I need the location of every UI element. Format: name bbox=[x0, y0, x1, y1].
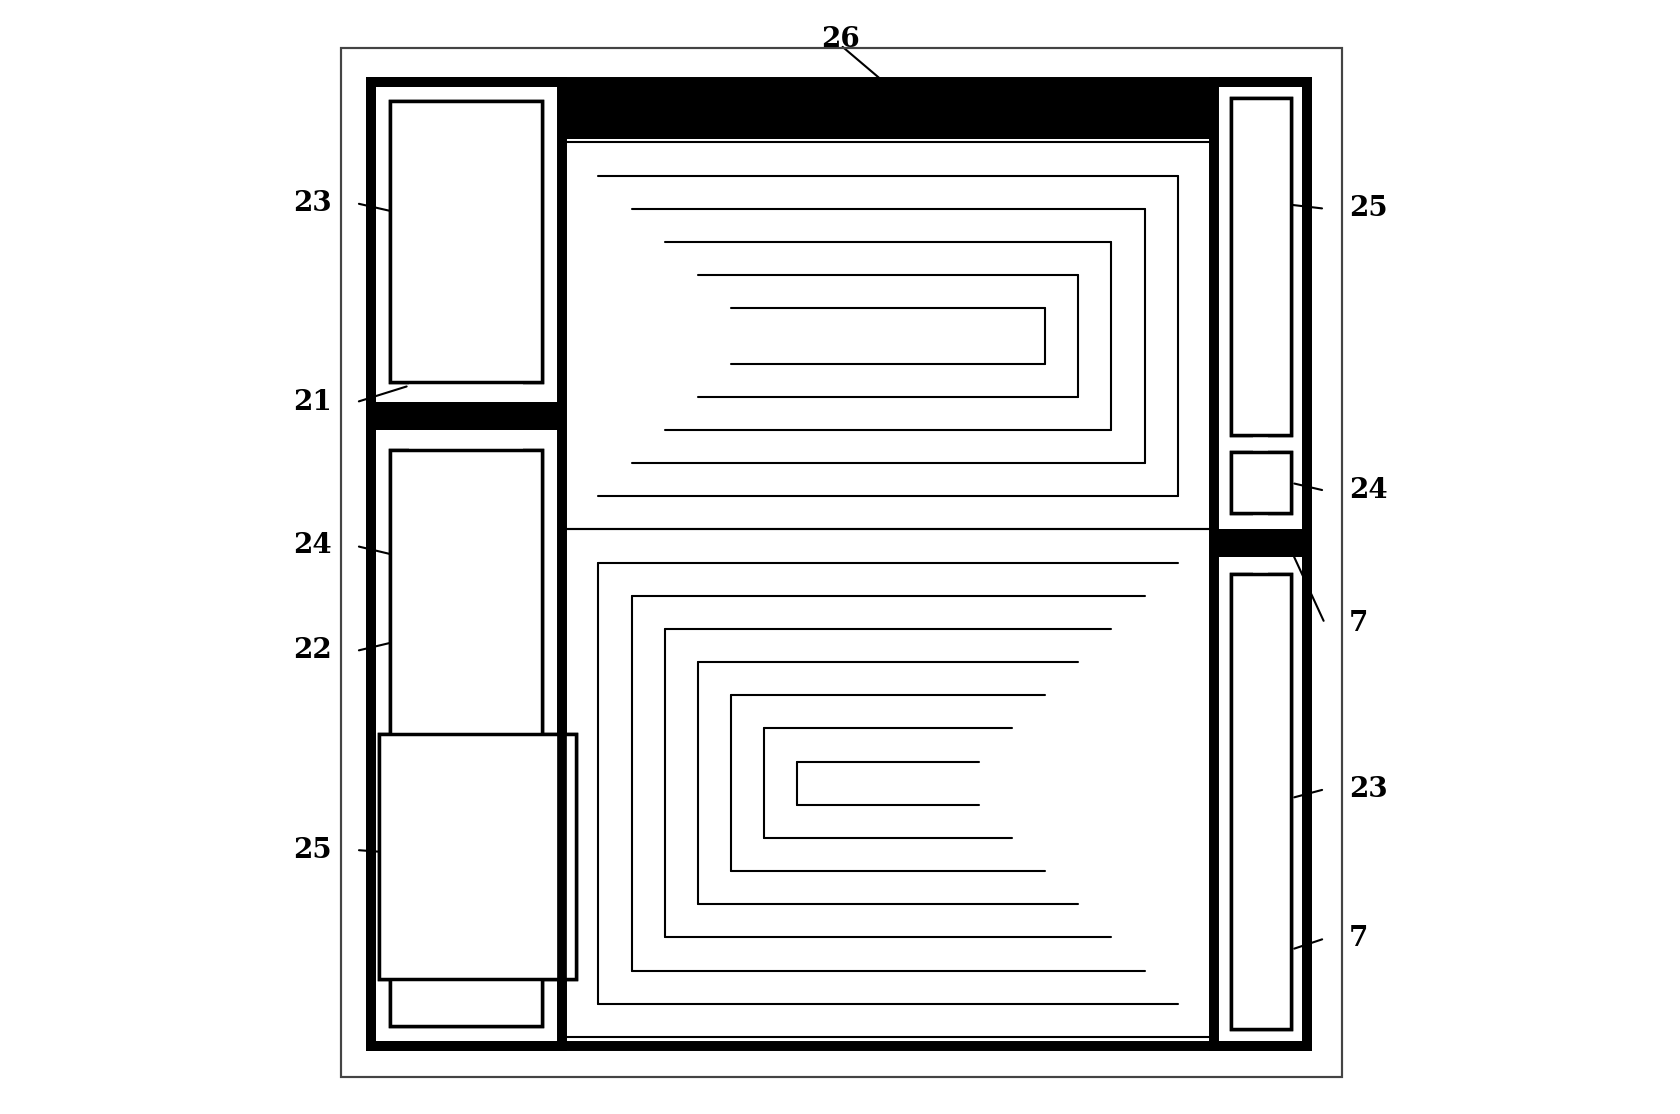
Text: 7: 7 bbox=[1349, 609, 1368, 637]
Text: 24: 24 bbox=[1349, 477, 1388, 505]
Bar bbox=[370, 81, 1307, 1046]
Text: 7: 7 bbox=[1349, 925, 1368, 952]
Bar bbox=[1230, 98, 1290, 436]
Bar bbox=[390, 450, 541, 1026]
Bar bbox=[370, 81, 561, 1046]
Bar bbox=[1230, 98, 1290, 436]
Text: 25: 25 bbox=[1349, 195, 1388, 222]
Bar bbox=[1213, 529, 1307, 557]
Bar bbox=[1230, 452, 1290, 512]
Text: 23: 23 bbox=[292, 189, 331, 217]
Bar bbox=[561, 81, 1213, 139]
Bar bbox=[370, 81, 1307, 1046]
Bar bbox=[1252, 120, 1268, 1007]
Bar bbox=[390, 101, 541, 382]
Bar bbox=[1213, 81, 1307, 1046]
Bar bbox=[1213, 529, 1307, 557]
Bar bbox=[390, 450, 541, 1026]
Bar bbox=[408, 120, 522, 1007]
Bar bbox=[380, 734, 576, 979]
Bar bbox=[370, 81, 561, 1046]
Bar bbox=[1230, 452, 1290, 512]
Bar bbox=[380, 734, 576, 979]
Bar bbox=[370, 402, 561, 430]
Text: 24: 24 bbox=[292, 532, 331, 559]
Text: 23: 23 bbox=[1349, 775, 1388, 803]
Bar bbox=[1213, 81, 1307, 1046]
Bar bbox=[561, 81, 1213, 139]
Bar bbox=[370, 402, 561, 430]
Text: 25: 25 bbox=[292, 837, 331, 863]
Bar bbox=[1230, 574, 1290, 1029]
Text: 21: 21 bbox=[292, 389, 331, 416]
Text: 22: 22 bbox=[292, 637, 331, 664]
Text: 26: 26 bbox=[820, 26, 860, 53]
Bar bbox=[390, 101, 541, 382]
Bar bbox=[1230, 574, 1290, 1029]
